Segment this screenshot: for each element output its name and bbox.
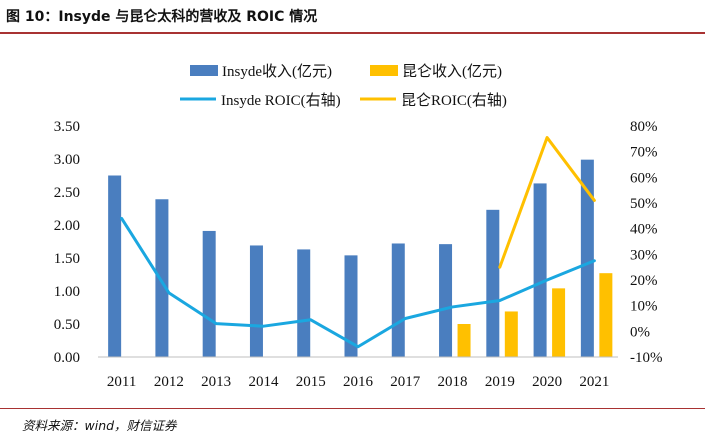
right-tick-label: 0%	[630, 324, 650, 340]
right-tick-label: 60%	[630, 170, 658, 186]
x-tick-label: 2012	[154, 374, 184, 390]
x-tick-label: 2014	[248, 374, 279, 390]
insyde-revenue-bar	[249, 245, 263, 357]
left-tick-label: 1.00	[54, 284, 80, 300]
kunlun-roic-line	[498, 136, 596, 269]
right-tick-label: 30%	[630, 247, 658, 263]
right-tick-label: -10%	[630, 350, 663, 366]
right-tick-label: 10%	[630, 299, 658, 315]
insyde-revenue-bar	[439, 244, 453, 357]
left-tick-label: 0.00	[54, 350, 80, 366]
x-tick-label: 2020	[532, 374, 562, 390]
bar-series	[108, 159, 613, 357]
line-series	[120, 136, 596, 349]
insyde-revenue-bar	[155, 199, 169, 357]
insyde-revenue-bar	[391, 243, 405, 357]
insyde-revenue-bar	[486, 209, 500, 357]
x-tick-label: 2017	[390, 374, 421, 390]
insyde-revenue-bar	[344, 255, 358, 357]
left-tick-label: 3.50	[54, 119, 80, 135]
legend-label: 昆仑收入(亿元)	[402, 63, 502, 80]
kunlun-revenue-bar	[552, 288, 566, 357]
combo-chart: Insyde收入(亿元) 昆仑收入(亿元) Insyde ROIC(右轴) 昆仑ROI…	[54, 63, 663, 390]
left-axis: 0.00 0.50 1.00 1.50 2.00 2.50 3.00 3.50	[54, 119, 80, 366]
insyde-revenue-bar	[580, 159, 594, 357]
insyde-revenue-bar	[297, 249, 311, 357]
x-tick-label: 2013	[201, 374, 231, 390]
right-tick-label: 70%	[630, 145, 658, 161]
right-tick-label: 40%	[630, 222, 658, 238]
right-tick-label: 50%	[630, 196, 658, 212]
chart-legend: Insyde收入(亿元) 昆仑收入(亿元) Insyde ROIC(右轴) 昆仑ROI…	[180, 63, 507, 109]
kunlun-revenue-bar	[457, 324, 471, 357]
insyde-revenue-bar	[533, 183, 547, 357]
x-tick-label: 2015	[296, 374, 326, 390]
right-axis: -10% 0% 10% 20% 30% 40% 50% 60% 70% 80%	[630, 119, 663, 366]
x-tick-label: 2016	[343, 374, 374, 390]
figure-title: 图 10：Insyde 与昆仑太科的营收及 ROIC 情况	[6, 9, 318, 25]
legend-swatch	[370, 65, 398, 76]
x-tick-label: 2018	[438, 374, 468, 390]
x-tick-label: 2021	[579, 374, 609, 390]
legend-label: Insyde收入(亿元)	[222, 63, 332, 80]
legend-label: Insyde ROIC(右轴)	[221, 92, 341, 109]
left-tick-label: 0.50	[54, 317, 80, 333]
legend-label: 昆仑ROIC(右轴)	[401, 92, 507, 109]
left-tick-label: 2.50	[54, 185, 80, 201]
kunlun-revenue-bar	[599, 273, 613, 357]
x-tick-label: 2019	[485, 374, 515, 390]
insyde-revenue-bar	[108, 175, 122, 357]
top-rule	[0, 32, 705, 34]
source-note: 资料来源：wind，财信证券	[22, 418, 177, 433]
kunlun-revenue-bar	[504, 311, 518, 357]
left-tick-label: 1.50	[54, 251, 80, 267]
x-tick-label: 2011	[107, 374, 136, 390]
x-axis: 2011 2012 2013 2014 2015 2016 2017 2018 2019 2020…	[98, 356, 618, 390]
right-tick-label: 80%	[630, 119, 658, 135]
bottom-rule	[0, 408, 705, 409]
left-tick-label: 3.00	[54, 152, 80, 168]
insyde-revenue-bar	[202, 230, 216, 357]
right-tick-label: 20%	[630, 273, 658, 289]
insyde-roic-line	[120, 216, 596, 349]
legend-swatch	[190, 65, 218, 76]
left-tick-label: 2.00	[54, 218, 80, 234]
